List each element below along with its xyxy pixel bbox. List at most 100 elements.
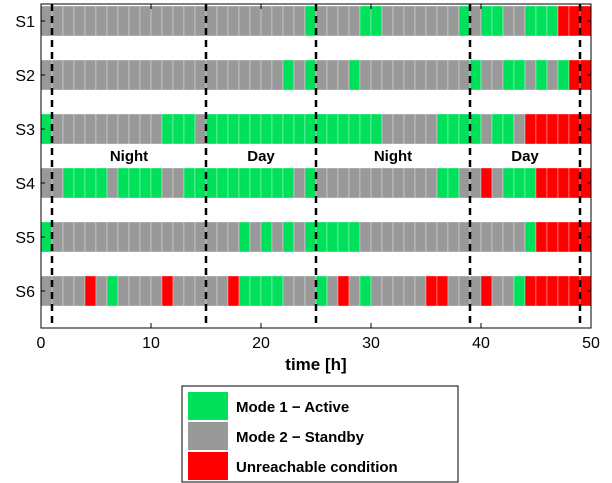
state-cell-s2 bbox=[227, 59, 240, 91]
state-cell-s4 bbox=[436, 167, 449, 199]
state-cell-s1 bbox=[128, 5, 141, 37]
state-cell-s5 bbox=[436, 221, 449, 253]
state-cell-s2 bbox=[84, 59, 97, 91]
state-cell-s2 bbox=[128, 59, 141, 91]
state-cell-s3 bbox=[414, 113, 427, 145]
state-cell-s3 bbox=[117, 113, 130, 145]
state-cell-s4 bbox=[117, 167, 130, 199]
state-cell-s3 bbox=[172, 113, 185, 145]
state-cell-s3 bbox=[62, 113, 75, 145]
state-cell-s4 bbox=[194, 167, 207, 199]
state-cell-s3 bbox=[447, 113, 460, 145]
state-cell-s3 bbox=[216, 113, 229, 145]
x-tick-label: 10 bbox=[142, 335, 160, 352]
state-cell-s1 bbox=[293, 5, 306, 37]
state-cell-s5 bbox=[293, 221, 306, 253]
state-cell-s3 bbox=[436, 113, 449, 145]
state-cell-s5 bbox=[84, 221, 97, 253]
state-cell-s3 bbox=[51, 113, 64, 145]
state-cell-s1 bbox=[216, 5, 229, 37]
state-cell-s6 bbox=[480, 275, 493, 307]
state-cell-s4 bbox=[293, 167, 306, 199]
state-cell-s3 bbox=[337, 113, 350, 145]
state-cell-s6 bbox=[535, 275, 548, 307]
state-cell-s5 bbox=[381, 221, 394, 253]
state-cell-s2 bbox=[117, 59, 130, 91]
state-cell-s6 bbox=[194, 275, 207, 307]
state-cell-s4 bbox=[271, 167, 284, 199]
state-cell-s5 bbox=[282, 221, 295, 253]
state-cell-s6 bbox=[172, 275, 185, 307]
state-cell-s6 bbox=[183, 275, 196, 307]
state-cell-s4 bbox=[304, 167, 317, 199]
state-cell-s6 bbox=[282, 275, 295, 307]
state-cell-s6 bbox=[95, 275, 108, 307]
legend: Mode 1 − Active Mode 2 − Standby Unreachab… bbox=[181, 385, 459, 483]
state-cell-s2 bbox=[403, 59, 416, 91]
state-cell-s5 bbox=[227, 221, 240, 253]
state-cell-s3 bbox=[95, 113, 108, 145]
state-cell-s1 bbox=[458, 5, 471, 37]
state-cell-s5 bbox=[546, 221, 559, 253]
state-cell-s3 bbox=[150, 113, 163, 145]
state-cell-s2 bbox=[557, 59, 570, 91]
bars-layer bbox=[40, 5, 592, 307]
state-cell-s5 bbox=[117, 221, 130, 253]
state-cell-s2 bbox=[469, 59, 482, 91]
state-cell-s4 bbox=[62, 167, 75, 199]
legend-label: Unreachable condition bbox=[236, 459, 398, 476]
state-cell-s1 bbox=[183, 5, 196, 37]
state-cell-s3 bbox=[326, 113, 339, 145]
state-cell-s2 bbox=[425, 59, 438, 91]
state-cell-s2 bbox=[535, 59, 548, 91]
state-cell-s2 bbox=[106, 59, 119, 91]
state-cell-s1 bbox=[172, 5, 185, 37]
state-cell-s4 bbox=[447, 167, 460, 199]
state-cell-s2 bbox=[568, 59, 581, 91]
state-cell-s3 bbox=[183, 113, 196, 145]
state-cell-s4 bbox=[227, 167, 240, 199]
state-cell-s4 bbox=[337, 167, 350, 199]
row-label: S2 bbox=[15, 68, 35, 85]
state-cell-s6 bbox=[469, 275, 482, 307]
state-cell-s3 bbox=[227, 113, 240, 145]
state-cell-s2 bbox=[315, 59, 328, 91]
legend-label: Mode 1 − Active bbox=[236, 399, 349, 416]
state-cell-s6 bbox=[227, 275, 240, 307]
state-cell-s3 bbox=[359, 113, 372, 145]
state-cell-s6 bbox=[414, 275, 427, 307]
state-cell-s3 bbox=[491, 113, 504, 145]
period-label: Day bbox=[247, 148, 275, 165]
state-cell-s6 bbox=[359, 275, 372, 307]
state-cell-s5 bbox=[260, 221, 273, 253]
state-cell-s5 bbox=[403, 221, 416, 253]
state-cell-s2 bbox=[381, 59, 394, 91]
state-cell-s1 bbox=[150, 5, 163, 37]
state-cell-s6 bbox=[205, 275, 218, 307]
state-cell-s2 bbox=[513, 59, 526, 91]
state-cell-s2 bbox=[238, 59, 251, 91]
state-cell-s2 bbox=[348, 59, 361, 91]
state-cell-s2 bbox=[524, 59, 537, 91]
state-cell-s6 bbox=[62, 275, 75, 307]
state-cell-s1 bbox=[106, 5, 119, 37]
state-cell-s1 bbox=[161, 5, 174, 37]
state-cell-s4 bbox=[480, 167, 493, 199]
state-cell-s3 bbox=[568, 113, 581, 145]
state-cell-s1 bbox=[84, 5, 97, 37]
row-label: S1 bbox=[15, 14, 35, 31]
state-cell-s4 bbox=[260, 167, 273, 199]
state-cell-s1 bbox=[117, 5, 130, 37]
state-cell-s5 bbox=[458, 221, 471, 253]
state-cell-s2 bbox=[150, 59, 163, 91]
state-cell-s2 bbox=[249, 59, 262, 91]
state-cell-s6 bbox=[84, 275, 97, 307]
boundary-layer bbox=[50, 4, 582, 328]
state-cell-s5 bbox=[315, 221, 328, 253]
state-cell-s2 bbox=[392, 59, 405, 91]
x-axis-title: time [h] bbox=[285, 355, 346, 374]
state-cell-s2 bbox=[62, 59, 75, 91]
state-cell-s4 bbox=[150, 167, 163, 199]
state-cell-s4 bbox=[315, 167, 328, 199]
